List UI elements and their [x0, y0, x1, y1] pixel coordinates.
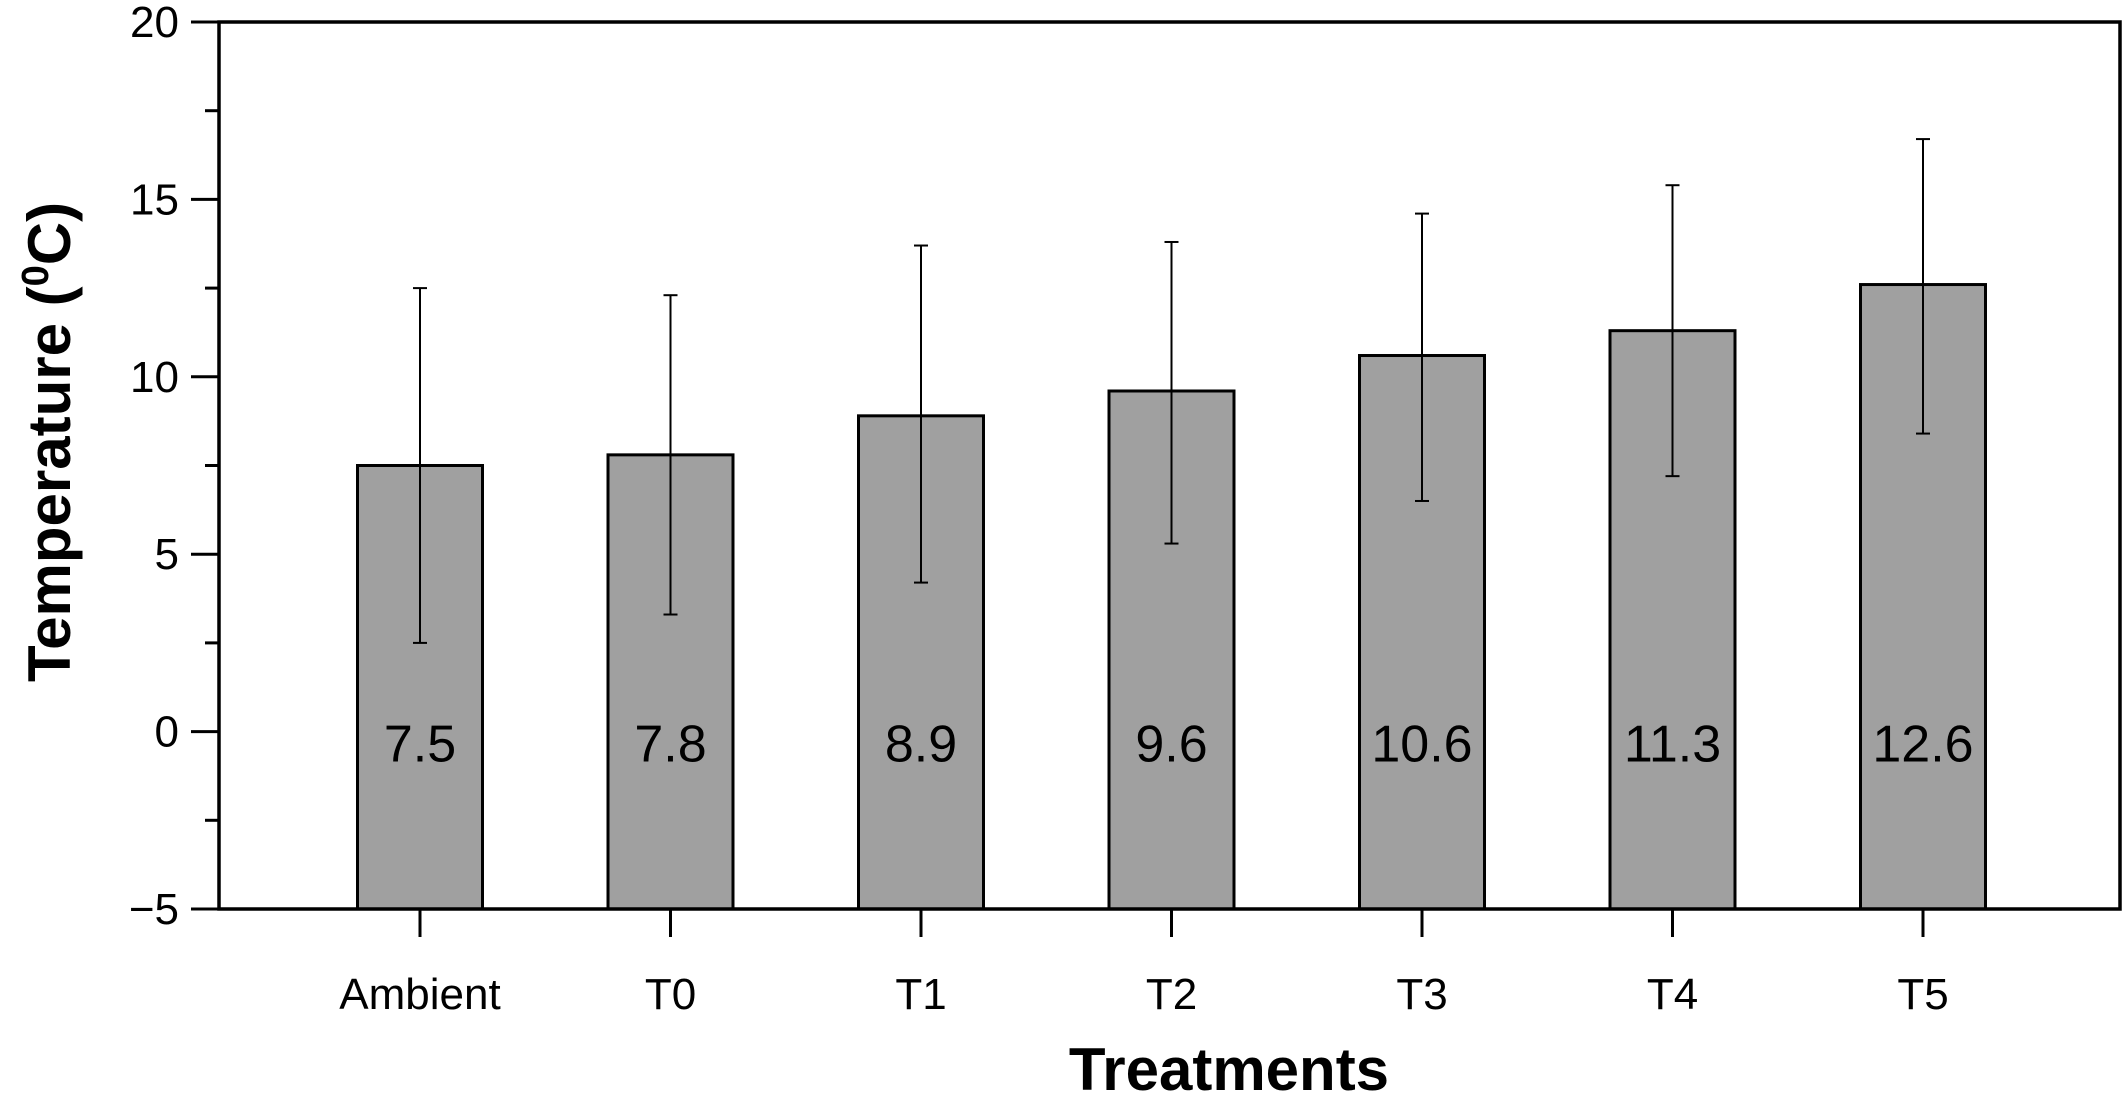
data-label: 7.8 [634, 716, 706, 774]
x-tick-label: T2 [1146, 970, 1197, 1019]
y-tick-label: 20 [130, 0, 179, 47]
data-label: 10.6 [1371, 716, 1472, 774]
y-tick-label: 0 [155, 708, 179, 757]
data-label: 9.6 [1135, 716, 1207, 774]
x-tick-label: Ambient [339, 970, 500, 1019]
y-tick-label: 5 [155, 530, 179, 579]
y-axis-title-unit: C) [16, 202, 83, 265]
data-label: 12.6 [1872, 716, 1973, 774]
y-axis-title-superscript: 0 [15, 265, 57, 286]
x-tick-label: T5 [1897, 970, 1948, 1019]
plot-area: 7.5 7.8 8.9 9.6 10.6 11.3 12.6 −5 0 5 10 15 20 Ambien… [129, 0, 2122, 1019]
y-tick-label: 10 [130, 353, 179, 402]
x-tick-label: T3 [1396, 970, 1447, 1019]
data-label: 11.3 [1624, 716, 1721, 774]
x-axis-title: Treatments [1069, 1036, 1389, 1095]
y-tick-label: 15 [130, 175, 179, 224]
x-tick-label: T4 [1647, 970, 1698, 1019]
y-axis-title-text: Temperature ( [16, 286, 83, 682]
data-label: 8.9 [885, 716, 957, 774]
y-axis-title: Temperature (0C) [15, 202, 83, 682]
y-tick-label: −5 [129, 885, 179, 934]
x-tick-label: T1 [895, 970, 946, 1019]
x-tick-label: T0 [645, 970, 696, 1019]
data-label: 7.5 [384, 716, 456, 774]
